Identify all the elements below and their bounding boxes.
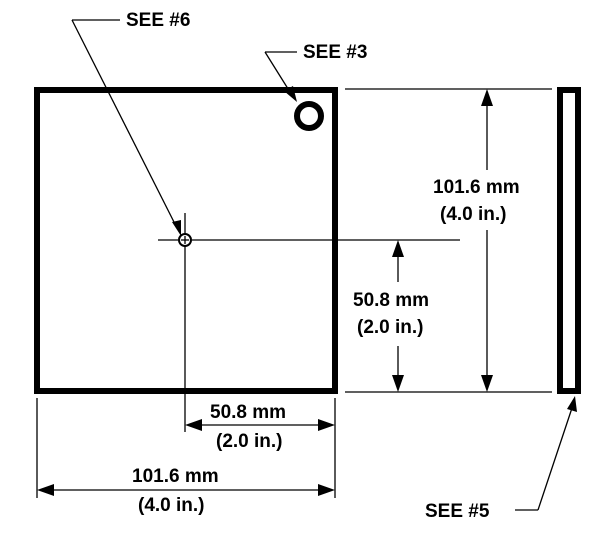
width-half-imperial: (2.0 in.) [216,431,283,452]
mounting-hole [294,101,324,131]
height-half-imperial: (2.0 in.) [357,317,424,338]
dimension-height-half [392,240,404,392]
leader-see3 [264,51,297,102]
height-half-metric: 50.8 mm [353,290,429,311]
callout-see6: SEE #6 [126,10,190,31]
width-total-imperial: (4.0 in.) [138,495,205,516]
dimension-height-total [481,89,493,392]
height-total-imperial: (4.0 in.) [440,204,507,225]
callout-see5: SEE #5 [425,501,490,522]
dimension-width-half [185,419,335,431]
height-total-metric: 101.6 mm [433,177,520,198]
width-half-metric: 50.8 mm [210,402,286,423]
width-total-metric: 101.6 mm [132,466,219,487]
center-hole [178,233,192,247]
leader-see5 [515,396,577,511]
dimension-width-total [37,484,335,496]
callout-see3: SEE #3 [303,42,367,63]
plate-side-view [557,87,581,394]
leader-see6 [71,19,181,236]
